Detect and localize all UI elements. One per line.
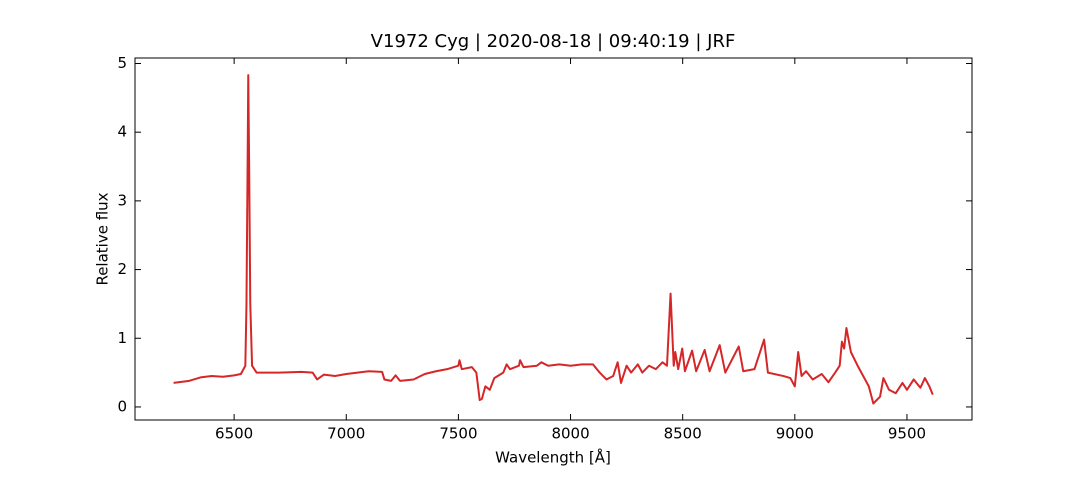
x-axis-label: Wavelength [Å] [495,448,611,467]
x-tick-label: 8000 [551,425,589,443]
y-tick-label: 1 [117,329,127,347]
y-tick-label: 2 [117,260,127,278]
x-tick-label: 7000 [327,425,365,443]
x-tick-label: 7500 [439,425,477,443]
y-tick-label: 5 [117,54,127,72]
x-tick-label: 9500 [888,425,926,443]
spectrum-line [173,74,934,405]
chart-title: V1972 Cyg | 2020-08-18 | 09:40:19 | JRF [371,31,736,52]
x-tick-label: 8500 [664,425,702,443]
y-tick-label: 0 [117,397,127,415]
y-tick-label: 4 [117,123,127,141]
x-tick-label: 9000 [776,425,814,443]
x-tick-label: 6500 [215,425,253,443]
y-tick-label: 3 [117,191,127,209]
plot-frame [134,57,973,421]
y-axis-label: Relative flux [94,192,112,285]
